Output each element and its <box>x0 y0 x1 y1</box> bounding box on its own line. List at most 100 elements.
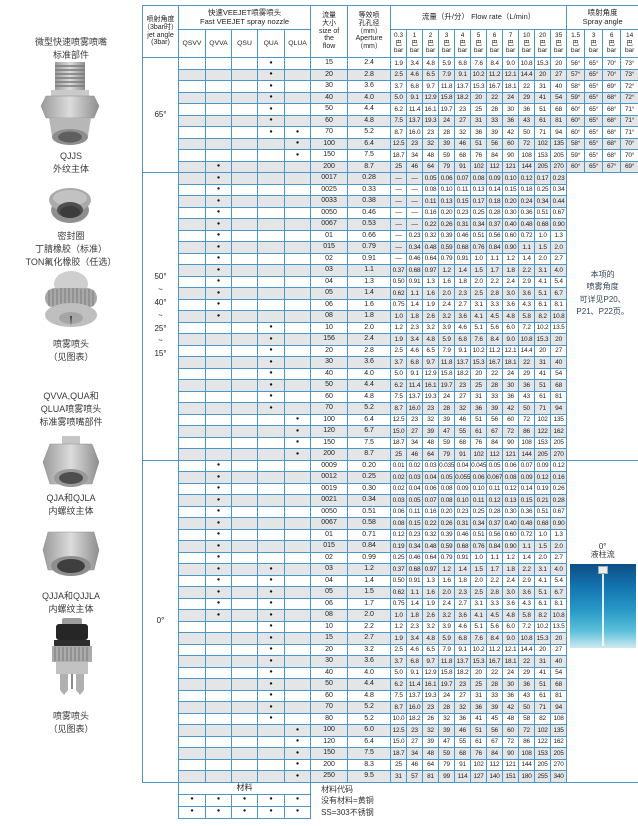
flow-rate-cell: 6.2 <box>390 678 408 691</box>
flow-rate-cell: 0.31 <box>454 517 472 530</box>
flow-rate-cell: 16.1 <box>422 379 440 392</box>
flow-bar-header: 10 巴 bar <box>518 29 536 58</box>
series-dot-cell <box>231 149 258 162</box>
flow-rate-cell: 1.8 <box>454 275 472 288</box>
flow-rate-cell: 1.8 <box>502 264 520 277</box>
series-dot-cell <box>257 195 285 208</box>
flow-rate-cell: 90 <box>502 747 520 760</box>
flow-rate-cell: 5.0 <box>390 91 408 104</box>
flow-rate-cell: 7.9 <box>438 344 456 357</box>
series-dot-cell: ● <box>205 218 232 231</box>
flow-rate-cell: 1.8 <box>406 609 424 622</box>
flow-rate-cell: 0.07 <box>518 459 536 472</box>
flow-rate-cell: 8.4 <box>486 333 504 346</box>
flow-rate-cell: 108 <box>550 712 568 725</box>
flow-rate-cell: 3.4 <box>406 333 424 346</box>
flow-rate-cell: 7.9 <box>438 68 456 81</box>
flow-rate-cell: 32 <box>454 126 472 139</box>
series-dot-cell <box>205 413 232 426</box>
flow-rate-cell: 162 <box>550 735 568 748</box>
series-dot-cell <box>283 57 312 70</box>
flow-size-cell: 200 <box>310 448 349 461</box>
series-dot-cell <box>231 551 258 564</box>
series-dot-cell <box>205 689 232 702</box>
flow-rate-cell: 0.15 <box>454 195 472 208</box>
series-dot-cell <box>257 275 285 288</box>
series-dot-cell <box>257 298 285 311</box>
series-dot-cell: ● <box>257 68 285 81</box>
flow-rate-cell: 0.59 <box>438 241 456 254</box>
spray-bar-header: 6 巴 bar <box>602 29 622 58</box>
flow-rate-cell: 2.3 <box>406 620 424 633</box>
table-row: ● 0067 0.53— —0.22 0.26 0.31 0.34 0.37 0.40 0.48 0… <box>143 218 638 231</box>
jet-angle-cell: 0° <box>142 459 179 783</box>
series-dot-cell <box>231 494 258 507</box>
flow-rate-cell: 1.8 <box>406 310 424 323</box>
flow-rate-cell: 56 <box>486 724 504 737</box>
series-dot-cell <box>231 712 258 725</box>
series-dot-cell <box>178 137 206 150</box>
flow-rate-cell: 0.23 <box>550 172 568 185</box>
series-dot-cell <box>231 172 258 185</box>
spray-angle-cell: 72° <box>620 80 638 93</box>
flow-rate-cell: 14.4 <box>518 344 536 357</box>
flow-rate-cell: 0.32 <box>422 528 440 541</box>
flow-rate-cell: 162 <box>550 425 568 438</box>
flow-rate-cell: 0.90 <box>502 540 520 553</box>
flow-rate-cell: 121 <box>502 160 520 173</box>
flow-rate-cell: 27 <box>406 425 424 438</box>
flow-rate-cell: 1.2 <box>502 252 520 265</box>
flow-rate-cell: 4.8 <box>422 333 440 346</box>
flow-rate-cell: 0.15 <box>518 494 536 507</box>
series-dot-cell <box>178 321 206 334</box>
flow-rate-cell: 39 <box>486 402 504 415</box>
series-dot-cell: ● <box>257 609 285 622</box>
flow-rate-cell: 205 <box>550 436 568 449</box>
flow-rate-cell: 15.0 <box>390 735 408 748</box>
series-dot-cell: ● <box>205 172 232 185</box>
flow-rate-cell: 1.5 <box>470 264 488 277</box>
flow-rate-cell: 0.06 <box>438 172 456 185</box>
flow-rate-cell: 2.9 <box>518 574 536 587</box>
spray-angle-cell: 60° <box>566 160 586 173</box>
series-dot-cell <box>231 540 258 553</box>
flow-rate-cell: 10.2 <box>534 620 552 633</box>
series-dot-cell: ● <box>205 160 232 173</box>
flow-rate-cell: 10.2 <box>470 68 488 81</box>
flow-rate-cell: 6.8 <box>454 632 472 645</box>
flow-rate-cell: 36 <box>470 126 488 139</box>
series-dot-cell <box>231 252 258 265</box>
flow-rate-cell: 5.4 <box>550 275 568 288</box>
qja-female-body-image <box>42 436 100 487</box>
flow-rate-cell: 0.68 <box>534 517 552 530</box>
flow-rate-cell: 0.20 <box>438 505 456 518</box>
flow-rate-cell: 3.9 <box>438 620 456 633</box>
flow-rate-cell: 6.8 <box>406 655 424 668</box>
series-dot-cell <box>205 735 232 748</box>
flow-rate-cell: 9.1 <box>454 643 472 656</box>
series-dot-cell <box>283 344 312 357</box>
flow-rate-cell: 76 <box>470 747 488 760</box>
series-dot-cell <box>231 701 258 714</box>
flow-rate-cell: — <box>390 183 408 196</box>
flow-rate-cell: 5.8 <box>518 310 536 323</box>
series-dot-cell <box>178 344 206 357</box>
flow-rate-cell: 135 <box>550 724 568 737</box>
series-dot-cell <box>178 103 206 116</box>
series-dot-cell: ● <box>283 735 312 748</box>
flow-rate-cell: 8.7 <box>390 126 408 139</box>
flow-rate-cell: 22 <box>486 367 504 380</box>
series-dot-cell <box>205 57 232 70</box>
series-dot-cell <box>283 356 312 369</box>
table-row: 65° ● 15 2.4 1.9 3.4 4.8 5.9 6.8 7.6 8.4 9.0 10.8 15.… <box>142 57 638 173</box>
flow-rate-cell: 68 <box>454 436 472 449</box>
series-dot-cell <box>205 632 232 645</box>
flow-rate-cell: 1.0 <box>534 229 552 242</box>
flow-rate-cell: 76 <box>470 436 488 449</box>
series-dot-cell <box>283 471 312 484</box>
flow-rate-cell: 16.0 <box>406 701 424 714</box>
flow-rate-cell: 0.91 <box>406 275 424 288</box>
flow-rate-cell: 0.08 <box>502 471 520 484</box>
series-dot-cell <box>178 413 206 426</box>
flow-rate-cell: 56 <box>486 137 504 150</box>
